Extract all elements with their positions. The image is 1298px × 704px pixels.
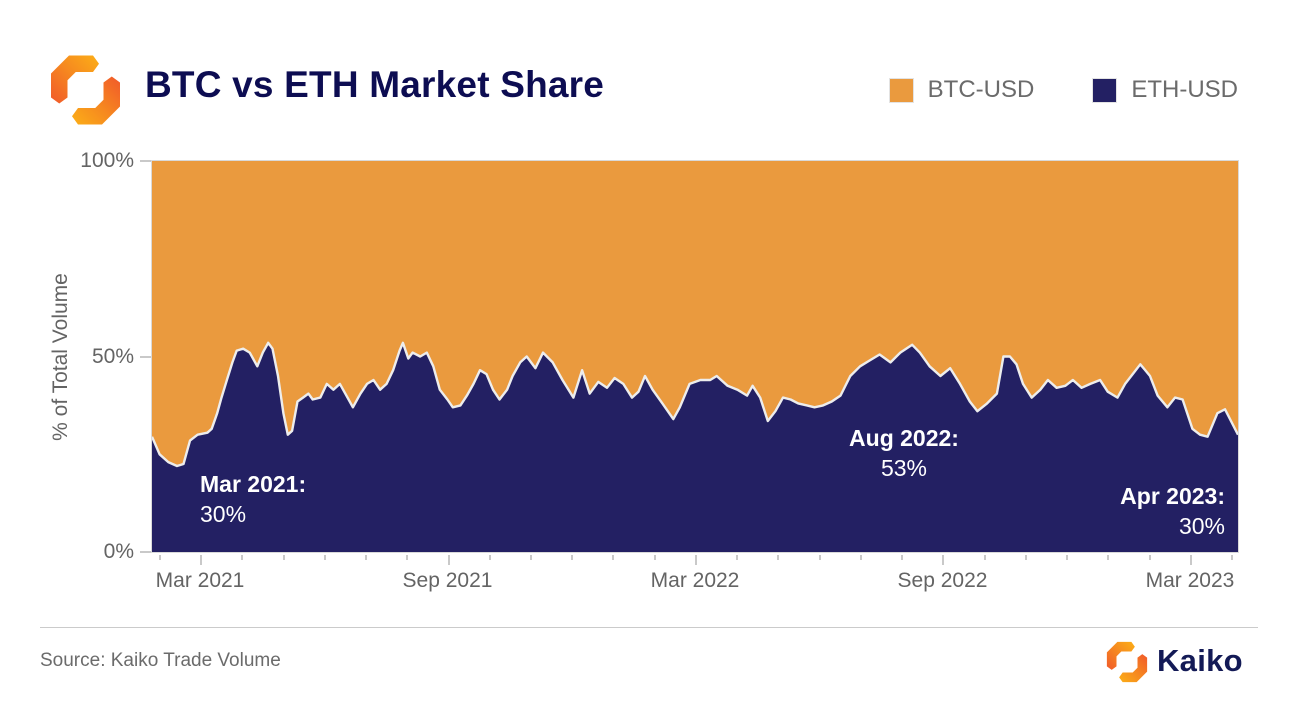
x-axis-major-tick [447,555,450,565]
btc-color-swatch [888,77,914,103]
annotation-mar-2021: Mar 2021: 30% [200,469,306,529]
x-axis-major-tick [1189,555,1192,565]
x-axis-minor-tick [282,555,285,560]
x-axis-minor-tick [323,555,326,560]
eth-share-boundary-line [152,341,1238,468]
x-axis-minor-tick [983,555,986,560]
x-axis-label: Mar 2021 [155,569,245,592]
legend: BTC-USD ETH-USD [888,76,1238,104]
legend-label-btc: BTC-USD [927,76,1035,103]
kaiko-wordmark: Kaiko [1157,643,1243,678]
legend-label-eth: ETH-USD [1131,76,1238,103]
x-axis-minor-tick [612,555,615,560]
x-axis-minor-tick [571,555,574,560]
x-axis-minor-tick [406,555,409,560]
eth-color-swatch [1092,77,1118,103]
x-axis-minor-tick [364,555,367,560]
x-axis-minor-tick [488,555,491,560]
x-axis-minor-tick [1024,555,1027,560]
y-axis-tick [140,355,152,358]
x-axis-major-tick [695,555,697,565]
x-axis-minor-tick [736,555,739,560]
y-axis-tick [140,160,152,162]
legend-item-btc: BTC-USD [888,76,1035,104]
x-axis: Mar 2021 Sep 2021 Mar 2022 Sep 2022 Mar 2023 [152,553,1238,603]
x-axis-label: Sep 2021 [402,569,493,592]
x-axis-minor-tick [1107,555,1110,560]
eth-area [152,342,1238,552]
x-axis-major-tick [200,555,202,565]
x-axis-minor-tick [653,555,656,560]
x-axis-label: Mar 2023 [1145,569,1235,592]
x-axis-minor-tick [1148,555,1151,560]
annotation-value: 30% [1178,513,1225,539]
x-axis-minor-tick [241,555,244,560]
plot-area: Mar 2021: 30% Aug 2022: 53% Apr 2023: 30… [151,160,1239,553]
kaiko-logo-icon [1106,641,1148,683]
y-axis-label: 50% [91,344,134,368]
x-axis-minor-tick [530,555,533,560]
source-caption: Source: Kaiko Trade Volume [40,650,281,671]
x-axis-label: Sep 2022 [897,569,988,592]
kaiko-logo-icon [51,55,120,125]
annotation-label: Apr 2023: [1120,483,1225,509]
annotation-apr-2023: Apr 2023: 30% [1120,481,1225,541]
x-axis-major-tick [942,555,945,565]
x-axis-minor-tick [777,555,780,560]
page-title: BTC vs ETH Market Share [145,64,605,105]
annotation-label: Mar 2021: [200,471,307,497]
y-axis-tick [140,551,152,553]
x-axis-minor-tick [901,555,904,560]
annotation-value: 30% [200,501,247,527]
y-axis-label: 0% [103,540,134,563]
legend-item-eth: ETH-USD [1092,76,1238,104]
x-axis-minor-tick [859,555,862,560]
annotation-value: 53% [880,455,928,481]
x-axis-minor-tick [818,555,821,560]
x-axis-minor-tick [158,555,161,560]
stacked-area-chart [152,161,1238,552]
y-axis-label: 100% [80,149,134,172]
x-axis-label: Mar 2022 [650,569,740,592]
x-axis-minor-tick [1231,555,1234,560]
annotation-label: Aug 2022: [849,425,959,451]
x-axis-minor-tick [1066,555,1069,560]
annotation-aug-2022: Aug 2022: 53% [754,423,1054,483]
footer-divider [40,627,1258,628]
